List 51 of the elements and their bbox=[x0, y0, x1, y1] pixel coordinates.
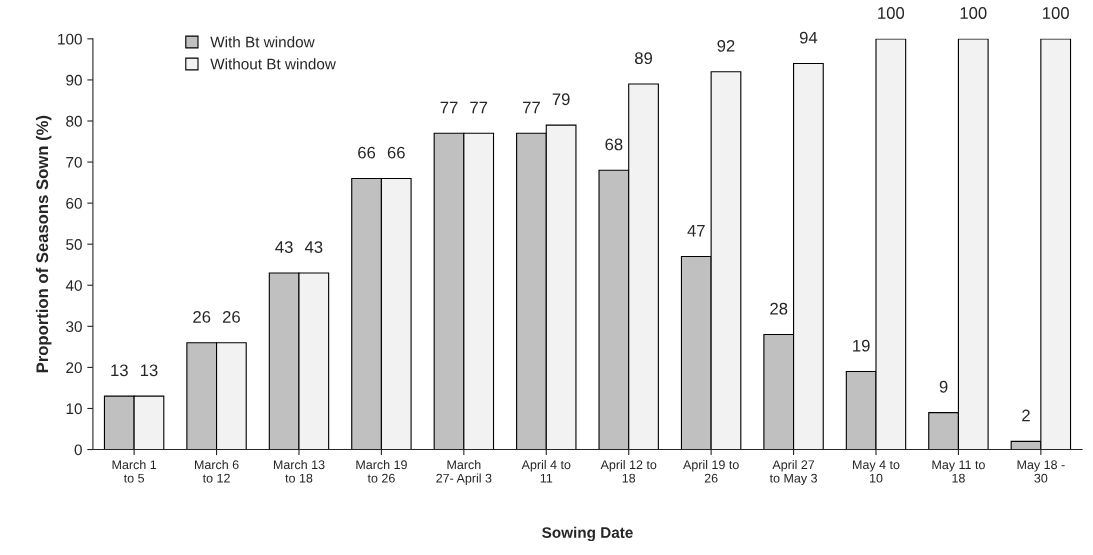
x-tick-label: March 27- April 3 bbox=[436, 459, 492, 486]
data-label: 26 bbox=[222, 311, 240, 323]
y-tick-label: 100 bbox=[58, 33, 82, 45]
x-tick-label: March 19 to 26 bbox=[356, 459, 407, 483]
data-label: 100 bbox=[960, 7, 987, 19]
y-axis-title: Proportion of Seasons Sown (%) bbox=[35, 115, 52, 373]
data-label: 100 bbox=[878, 7, 905, 19]
data-label: 77 bbox=[523, 101, 540, 114]
x-tick-label: May 11 to 18 bbox=[932, 460, 985, 483]
x-tick-label: April 27 to May 3 bbox=[769, 459, 817, 486]
data-label: 100 bbox=[1043, 7, 1069, 19]
data-label: 89 bbox=[635, 52, 653, 65]
data-label: 77 bbox=[470, 101, 488, 114]
y-tick-label: 60 bbox=[66, 198, 82, 209]
x-tick-label: April 12 to 18 bbox=[600, 459, 657, 483]
y-tick-label: 0 bbox=[74, 444, 82, 456]
y-tick-label: 10 bbox=[66, 403, 82, 415]
x-tick-label: March 13 to 18 bbox=[273, 459, 325, 483]
x-tick-label: April 4 to 11 bbox=[521, 459, 571, 483]
data-label: 68 bbox=[605, 138, 623, 151]
data-label: 66 bbox=[358, 146, 376, 159]
data-label: 92 bbox=[717, 39, 735, 52]
y-tick-label: 90 bbox=[66, 74, 82, 86]
legend-label: With Bt window bbox=[210, 36, 315, 48]
x-tick-label: May 18 - 30 bbox=[1017, 460, 1065, 483]
data-label: 77 bbox=[440, 101, 458, 114]
y-tick-label: 20 bbox=[66, 362, 82, 374]
data-label: 19 bbox=[853, 339, 870, 352]
x-axis-title: Sowing Date bbox=[542, 526, 633, 542]
y-tick-label: 30 bbox=[66, 321, 82, 333]
x-tick-label: March 6 to 12 bbox=[195, 459, 239, 483]
x-tick-label: May 4 to 10 bbox=[853, 460, 900, 483]
x-tick-label: March 1 to 5 bbox=[112, 459, 157, 483]
data-label: 43 bbox=[275, 241, 293, 253]
data-label: 9 bbox=[939, 380, 948, 393]
data-label: 47 bbox=[687, 224, 705, 237]
data-label: 13 bbox=[111, 364, 128, 377]
y-tick-label: 50 bbox=[66, 239, 82, 250]
data-label: 79 bbox=[552, 93, 570, 106]
data-label: 28 bbox=[770, 302, 788, 315]
data-label: 66 bbox=[387, 146, 405, 159]
data-label: 94 bbox=[799, 31, 818, 44]
y-tick-label: 70 bbox=[66, 156, 82, 168]
legend-label: Without Bt window bbox=[210, 58, 336, 70]
y-tick-label: 40 bbox=[65, 280, 82, 291]
data-label: 26 bbox=[193, 311, 211, 323]
data-label: 13 bbox=[140, 364, 158, 377]
x-tick-label: April 19 to 26 bbox=[683, 459, 739, 483]
y-tick-label: 80 bbox=[66, 115, 82, 127]
data-label: 43 bbox=[304, 241, 323, 253]
data-label: 2 bbox=[1022, 409, 1030, 422]
